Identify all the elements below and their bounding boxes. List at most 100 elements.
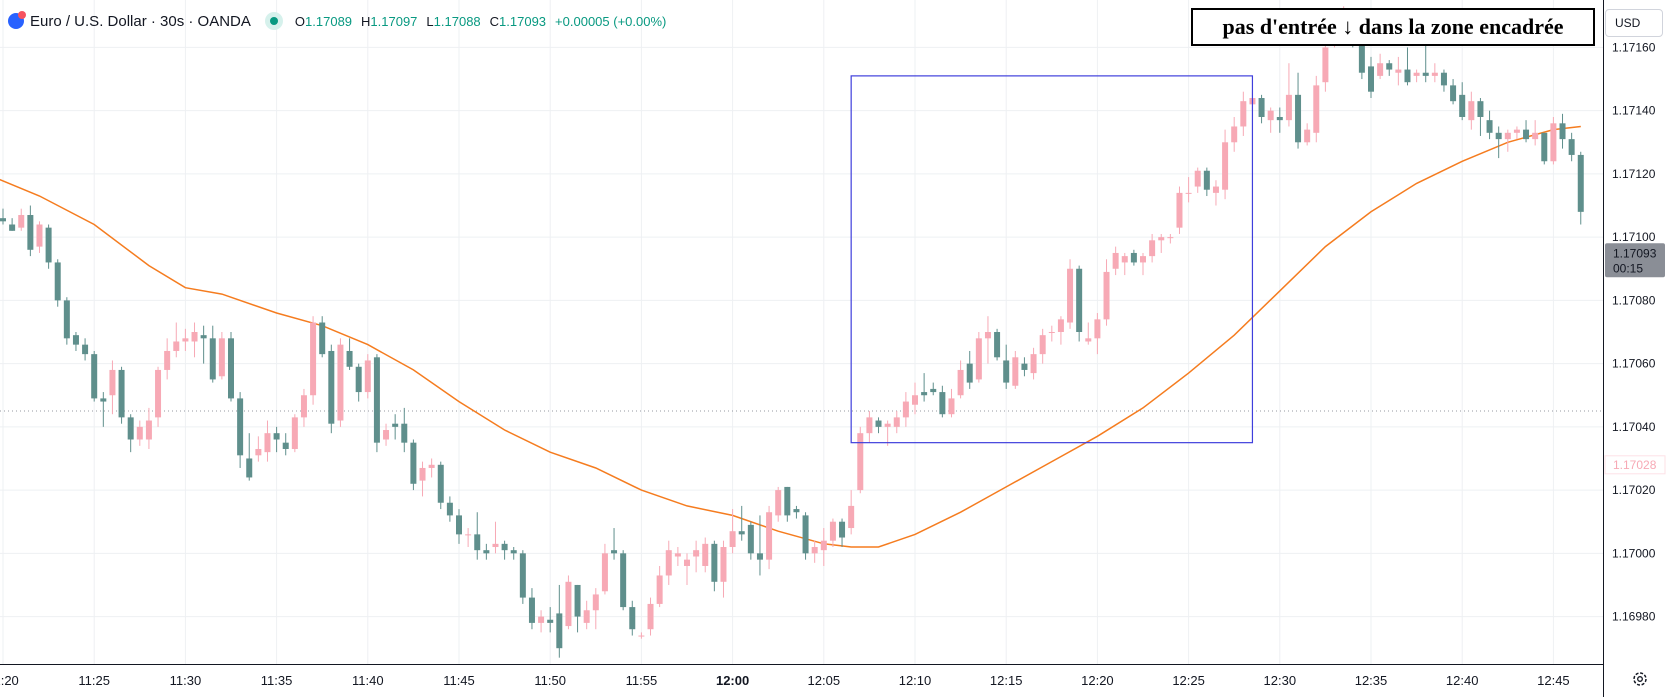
candle-body (282, 442, 289, 449)
candle-body (528, 597, 535, 623)
price-tick-label: 1.17020 (1612, 483, 1656, 497)
candle-body (711, 543, 718, 582)
time-scale[interactable]: 11:20 11:25 11:30 11:35 11:40 11:45 11:50 11:55… (0, 673, 1570, 688)
ohlc-close: C1.17093 (489, 13, 547, 29)
ohlc-change: +0.00005 (+0.00%) (555, 13, 667, 29)
symbol-title[interactable]: Euro / U.S. Dollar · 30s · OANDA (30, 12, 251, 30)
candle (556, 584, 563, 658)
candle-body (893, 417, 900, 427)
candle-body (902, 401, 909, 418)
candle (0, 208, 6, 225)
candle (501, 540, 508, 560)
candle (1185, 177, 1192, 203)
candle (337, 338, 344, 427)
candle-body (829, 521, 836, 541)
candle (173, 322, 180, 358)
candle-body (1267, 110, 1274, 121)
candle (528, 588, 535, 630)
candle-body (611, 550, 618, 554)
candle (1368, 56, 1374, 99)
candle-body (109, 369, 116, 396)
price-scale[interactable]: 1.17160 1.17140 1.17120 1.17100 1.17080 1.170… (1612, 40, 1656, 623)
candle (738, 505, 745, 541)
candle-body (538, 616, 545, 623)
candle (392, 414, 399, 440)
candle (319, 316, 326, 358)
price-tick-label: 1.17080 (1612, 293, 1656, 307)
candle-body (264, 433, 271, 453)
candle-body (1459, 94, 1466, 117)
candle-body (228, 338, 234, 399)
candle (839, 518, 846, 548)
candle-body (1285, 94, 1292, 121)
price-tick-label: 1.17100 (1612, 230, 1656, 244)
currency-button[interactable]: USD (1605, 9, 1663, 37)
time-tick-label: 11:25 (78, 673, 110, 688)
candle-body (784, 486, 791, 516)
candle (9, 218, 16, 231)
candle (766, 505, 773, 570)
moving-average-line (0, 125, 1581, 548)
candle (1158, 233, 1165, 253)
candle (364, 354, 371, 399)
candle-body (392, 423, 399, 427)
candle-body (1140, 256, 1146, 263)
candle-body (446, 502, 453, 516)
candle-body (1048, 332, 1055, 333)
candle-body (1377, 63, 1384, 76)
time-tick-label: 12:45 (1537, 673, 1570, 688)
time-tick-label: 12:10 (899, 673, 932, 688)
gear-icon[interactable] (1627, 666, 1653, 692)
no-entry-zone-rectangle[interactable] (850, 75, 1254, 444)
candle-body (1523, 129, 1530, 140)
candle-body (18, 215, 25, 228)
candle (401, 407, 408, 453)
candle-body (483, 550, 490, 554)
candle (601, 543, 608, 595)
candle (1076, 265, 1083, 342)
candle-body (437, 464, 444, 503)
time-tick-label: 11:35 (261, 673, 293, 688)
candle-body (547, 619, 554, 623)
candle (912, 382, 918, 415)
candle (975, 332, 982, 383)
candle (684, 553, 690, 585)
ohlc-low: L1.17088 (426, 13, 481, 29)
candle (1212, 180, 1219, 206)
candle-body (811, 547, 818, 554)
current-price-label: 1.17093 (1613, 246, 1657, 260)
candle (519, 550, 526, 604)
candle-body (1185, 192, 1192, 194)
candle (1468, 91, 1475, 130)
candle (72, 332, 79, 351)
time-tick-label: 11:45 (443, 673, 475, 688)
candle (200, 325, 207, 364)
candle (1112, 246, 1119, 276)
candle-body (1240, 101, 1247, 127)
candle-body (656, 575, 663, 604)
reference-price-label: 1.17028 (1613, 458, 1657, 472)
candle-body (1504, 132, 1511, 140)
symbol-legend[interactable]: Euro / U.S. Dollar · 30s · OANDA O1.1708… (8, 10, 675, 32)
candle-body (136, 426, 143, 440)
candle-body (793, 509, 800, 513)
candle-body (939, 392, 946, 415)
candle-body (1167, 237, 1174, 239)
candle (784, 486, 791, 522)
price-tick-label: 1.17160 (1612, 40, 1656, 54)
candle (127, 414, 134, 453)
candle-body (738, 531, 745, 535)
candle-body (456, 515, 462, 535)
candle (547, 607, 554, 633)
candle (1021, 357, 1028, 377)
candle-body (1541, 132, 1548, 162)
candle-body (912, 395, 918, 405)
candle (63, 297, 70, 345)
candle-body (665, 550, 672, 576)
candle (793, 505, 800, 519)
candle (1386, 60, 1393, 76)
annotation-text-box[interactable]: pas d'entrée ↓ dans la zone encadrée (1191, 8, 1595, 46)
candle (164, 338, 171, 380)
candle-body (1313, 85, 1320, 133)
